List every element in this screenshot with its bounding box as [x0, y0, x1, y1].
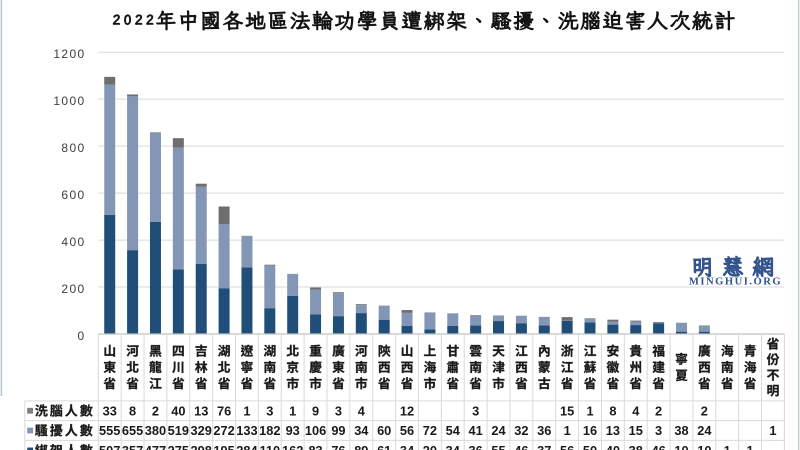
svg-text:36: 36: [537, 423, 551, 438]
svg-text:1200: 1200: [53, 47, 85, 61]
svg-text:600: 600: [61, 188, 85, 202]
svg-text:133: 133: [236, 423, 257, 438]
svg-text:182: 182: [259, 423, 280, 438]
svg-text:3: 3: [335, 403, 342, 418]
svg-text:477: 477: [145, 443, 166, 450]
svg-text:555: 555: [99, 423, 120, 438]
svg-text:195: 195: [213, 443, 234, 450]
svg-text:1: 1: [289, 403, 296, 418]
svg-text:15: 15: [629, 423, 643, 438]
svg-text:15: 15: [560, 403, 574, 418]
svg-text:13: 13: [606, 423, 620, 438]
svg-text:3: 3: [655, 423, 662, 438]
svg-text:8: 8: [609, 403, 616, 418]
svg-text:10: 10: [697, 443, 711, 450]
svg-text:655: 655: [122, 423, 143, 438]
svg-text:40: 40: [171, 403, 185, 418]
svg-text:4: 4: [632, 403, 640, 418]
svg-text:1: 1: [243, 403, 250, 418]
svg-text:83: 83: [308, 443, 322, 450]
svg-text:284: 284: [236, 443, 258, 450]
svg-text:3: 3: [266, 403, 273, 418]
svg-text:MINGHUI.ORG: MINGHUI.ORG: [689, 277, 782, 288]
svg-text:1: 1: [747, 443, 754, 450]
svg-text:298: 298: [191, 443, 212, 450]
svg-text:1: 1: [564, 423, 571, 438]
svg-text:76: 76: [331, 443, 345, 450]
svg-text:507: 507: [99, 443, 120, 450]
svg-text:76: 76: [217, 403, 231, 418]
svg-text:24: 24: [697, 423, 712, 438]
svg-text:38: 38: [674, 423, 688, 438]
svg-text:32: 32: [514, 423, 528, 438]
svg-text:89: 89: [354, 443, 368, 450]
svg-text:272: 272: [213, 423, 234, 438]
svg-text:38: 38: [629, 443, 643, 450]
svg-text:36: 36: [469, 443, 483, 450]
svg-text:0: 0: [77, 329, 85, 343]
svg-text:519: 519: [168, 423, 189, 438]
svg-text:13: 13: [194, 403, 208, 418]
svg-text:34: 34: [400, 443, 415, 450]
svg-text:1: 1: [769, 423, 776, 438]
svg-text:329: 329: [191, 423, 212, 438]
svg-text:275: 275: [168, 443, 189, 450]
svg-text:72: 72: [423, 423, 437, 438]
svg-text:10: 10: [674, 443, 688, 450]
svg-text:54: 54: [446, 423, 461, 438]
svg-text:162: 162: [282, 443, 303, 450]
svg-text:50: 50: [583, 443, 597, 450]
svg-text:400: 400: [61, 235, 85, 249]
svg-text:99: 99: [331, 423, 345, 438]
svg-text:41: 41: [469, 423, 483, 438]
svg-text:2: 2: [701, 403, 708, 418]
svg-text:46: 46: [652, 443, 666, 450]
svg-text:37: 37: [537, 443, 551, 450]
svg-text:3: 3: [472, 403, 479, 418]
svg-text:40: 40: [606, 443, 620, 450]
svg-text:34: 34: [446, 443, 461, 450]
svg-text:1: 1: [586, 403, 593, 418]
svg-text:60: 60: [377, 423, 391, 438]
svg-text:1000: 1000: [53, 94, 85, 108]
svg-text:2: 2: [655, 403, 662, 418]
svg-text:1: 1: [724, 443, 731, 450]
svg-text:357: 357: [122, 443, 143, 450]
svg-text:34: 34: [354, 423, 369, 438]
svg-text:16: 16: [583, 423, 597, 438]
svg-text:93: 93: [286, 423, 300, 438]
svg-text:61: 61: [377, 443, 391, 450]
svg-text:56: 56: [400, 423, 414, 438]
svg-text:200: 200: [61, 282, 85, 296]
svg-text:8: 8: [129, 403, 136, 418]
svg-text:800: 800: [61, 141, 85, 155]
svg-text:106: 106: [305, 423, 326, 438]
svg-text:2: 2: [152, 403, 159, 418]
svg-text:12: 12: [400, 403, 414, 418]
svg-text:55: 55: [491, 443, 505, 450]
svg-text:33: 33: [103, 403, 117, 418]
svg-text:46: 46: [514, 443, 528, 450]
svg-text:380: 380: [145, 423, 166, 438]
svg-text:4: 4: [358, 403, 366, 418]
svg-text:110: 110: [259, 443, 280, 450]
svg-text:24: 24: [491, 423, 506, 438]
svg-text:9: 9: [312, 403, 319, 418]
svg-text:56: 56: [560, 443, 574, 450]
svg-text:20: 20: [423, 443, 437, 450]
